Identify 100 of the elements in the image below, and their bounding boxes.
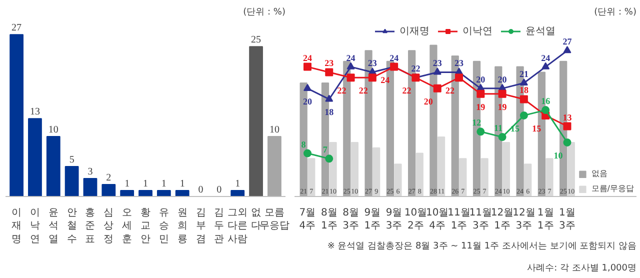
data-label: 24 [390,52,400,63]
bar [28,118,42,196]
x-tick-label: 7월 4주 [299,208,316,232]
bar [83,178,98,196]
data-label: 23 [454,58,464,68]
data-label: 11 [494,123,504,134]
bar [437,136,446,196]
data-label: 22 [446,86,456,96]
data-label: 23 [432,58,442,68]
data-label: 1 [180,178,185,190]
x-tick-label: 1월 3주 [559,208,576,232]
data-label: 20 [302,96,312,106]
text: (단위 : %) [594,8,636,18]
x-tick-label: 김부겸 [196,208,206,245]
point [325,154,334,163]
point [542,106,550,114]
x-tick-label: 홍준표 [85,208,96,245]
data-label: 21 [519,69,529,80]
x-tick-label: 11월 3주 [469,208,492,232]
text: (단위 : %) [243,8,286,18]
x-tick-label: 이재명 [12,208,22,245]
data-label: 1 [124,178,130,190]
point [520,95,528,104]
data-label: 24 [541,52,551,63]
point [498,133,506,142]
data-label: 7 [322,144,328,155]
x-tick-label: 황교안 [140,208,150,245]
x-tick-label: 심상정 [104,208,114,245]
x-tick-label: 12월 1주 [490,208,514,232]
point [476,90,485,98]
point [476,128,485,136]
data-label: 22 [402,86,412,96]
data-label: 24 [302,52,312,63]
bar [524,164,532,196]
point [303,84,312,91]
data-label: 27 [562,36,572,47]
data-label: 22 [337,86,347,96]
bar [46,136,60,196]
text: 사례수: 각 조사별 1,000명 [527,264,637,274]
point [346,62,355,70]
point [368,74,376,82]
data-label: 8 [301,139,306,150]
x-tick-label: 윤석열 [48,208,58,245]
x-tick-label: 8월 3주 [342,208,359,232]
point [325,94,334,102]
bar [175,190,190,196]
bar [329,142,337,196]
legend-label: 윤석열 [526,25,556,38]
data-label: 15 [532,123,542,134]
x-tick-label: 없다 [251,208,262,232]
legend-label: 모름/무응답 [591,183,634,194]
bar [138,190,152,196]
x-tick-label: 8월 1주 [320,208,338,232]
data-label: 19 [498,102,508,112]
bar [230,190,245,196]
bar [567,142,575,196]
data-label: 24 [380,74,390,85]
data-label: 1 [235,178,240,190]
bar [268,136,282,196]
data-label: 1 [161,178,166,190]
data-label: 0 [198,184,204,196]
data-label: 10 [48,124,58,136]
bar [308,158,316,196]
x-tick-label: 9월 3주 [386,208,402,232]
data-label: 24 [346,52,356,63]
legend-label: 이낙연 [462,25,492,38]
x-tick-label: 그외 다른 사람 [228,208,248,245]
data-label: 27 [12,22,22,34]
data-label: 18 [324,107,334,118]
data-label: 10 [269,124,280,136]
bar [459,158,467,196]
data-label: 22 [411,64,421,74]
x-tick-label: 10월 2주 [404,208,428,232]
data-label: 23 [324,58,334,68]
bar [546,158,554,196]
data-label: 10 [554,150,564,160]
x-tick-label: 1월 1주 [537,208,554,232]
data-label: 20 [476,74,486,84]
legend-label: 없음 [591,168,608,179]
x-tick-label: 원희룡 [177,208,188,245]
x-tick-label: 11월 1주 [448,208,470,232]
x-tick-label: 10월 4주 [426,208,449,232]
point [520,78,528,86]
point [455,74,464,82]
data-label: 13 [562,112,572,122]
x-tick-label: 안철수 [66,208,77,245]
data-label: 5 [69,154,74,166]
point [563,46,572,54]
bar [64,166,79,196]
point [303,62,312,71]
data-label: 0 [216,184,222,196]
x-tick-label: 9월 1주 [364,208,381,232]
data-label: 23 [368,58,378,68]
data-label: 25 [251,34,262,46]
x-tick-label: 12월 3주 [512,208,536,232]
point [433,68,442,75]
bar [102,184,116,196]
point [325,68,334,76]
bar [416,152,424,196]
data-label: 3 [88,166,93,178]
